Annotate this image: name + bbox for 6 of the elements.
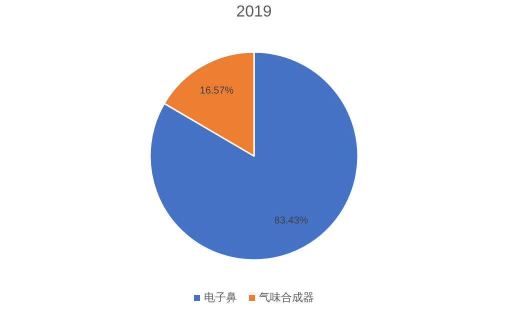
chart-title: 2019 (236, 4, 272, 20)
pie-slice (149, 51, 359, 261)
legend-label: 气味合成器 (259, 291, 314, 304)
legend-label: 电子鼻 (204, 291, 237, 304)
data-label: 16.57% (200, 86, 234, 97)
data-label: 83.43% (274, 215, 308, 226)
